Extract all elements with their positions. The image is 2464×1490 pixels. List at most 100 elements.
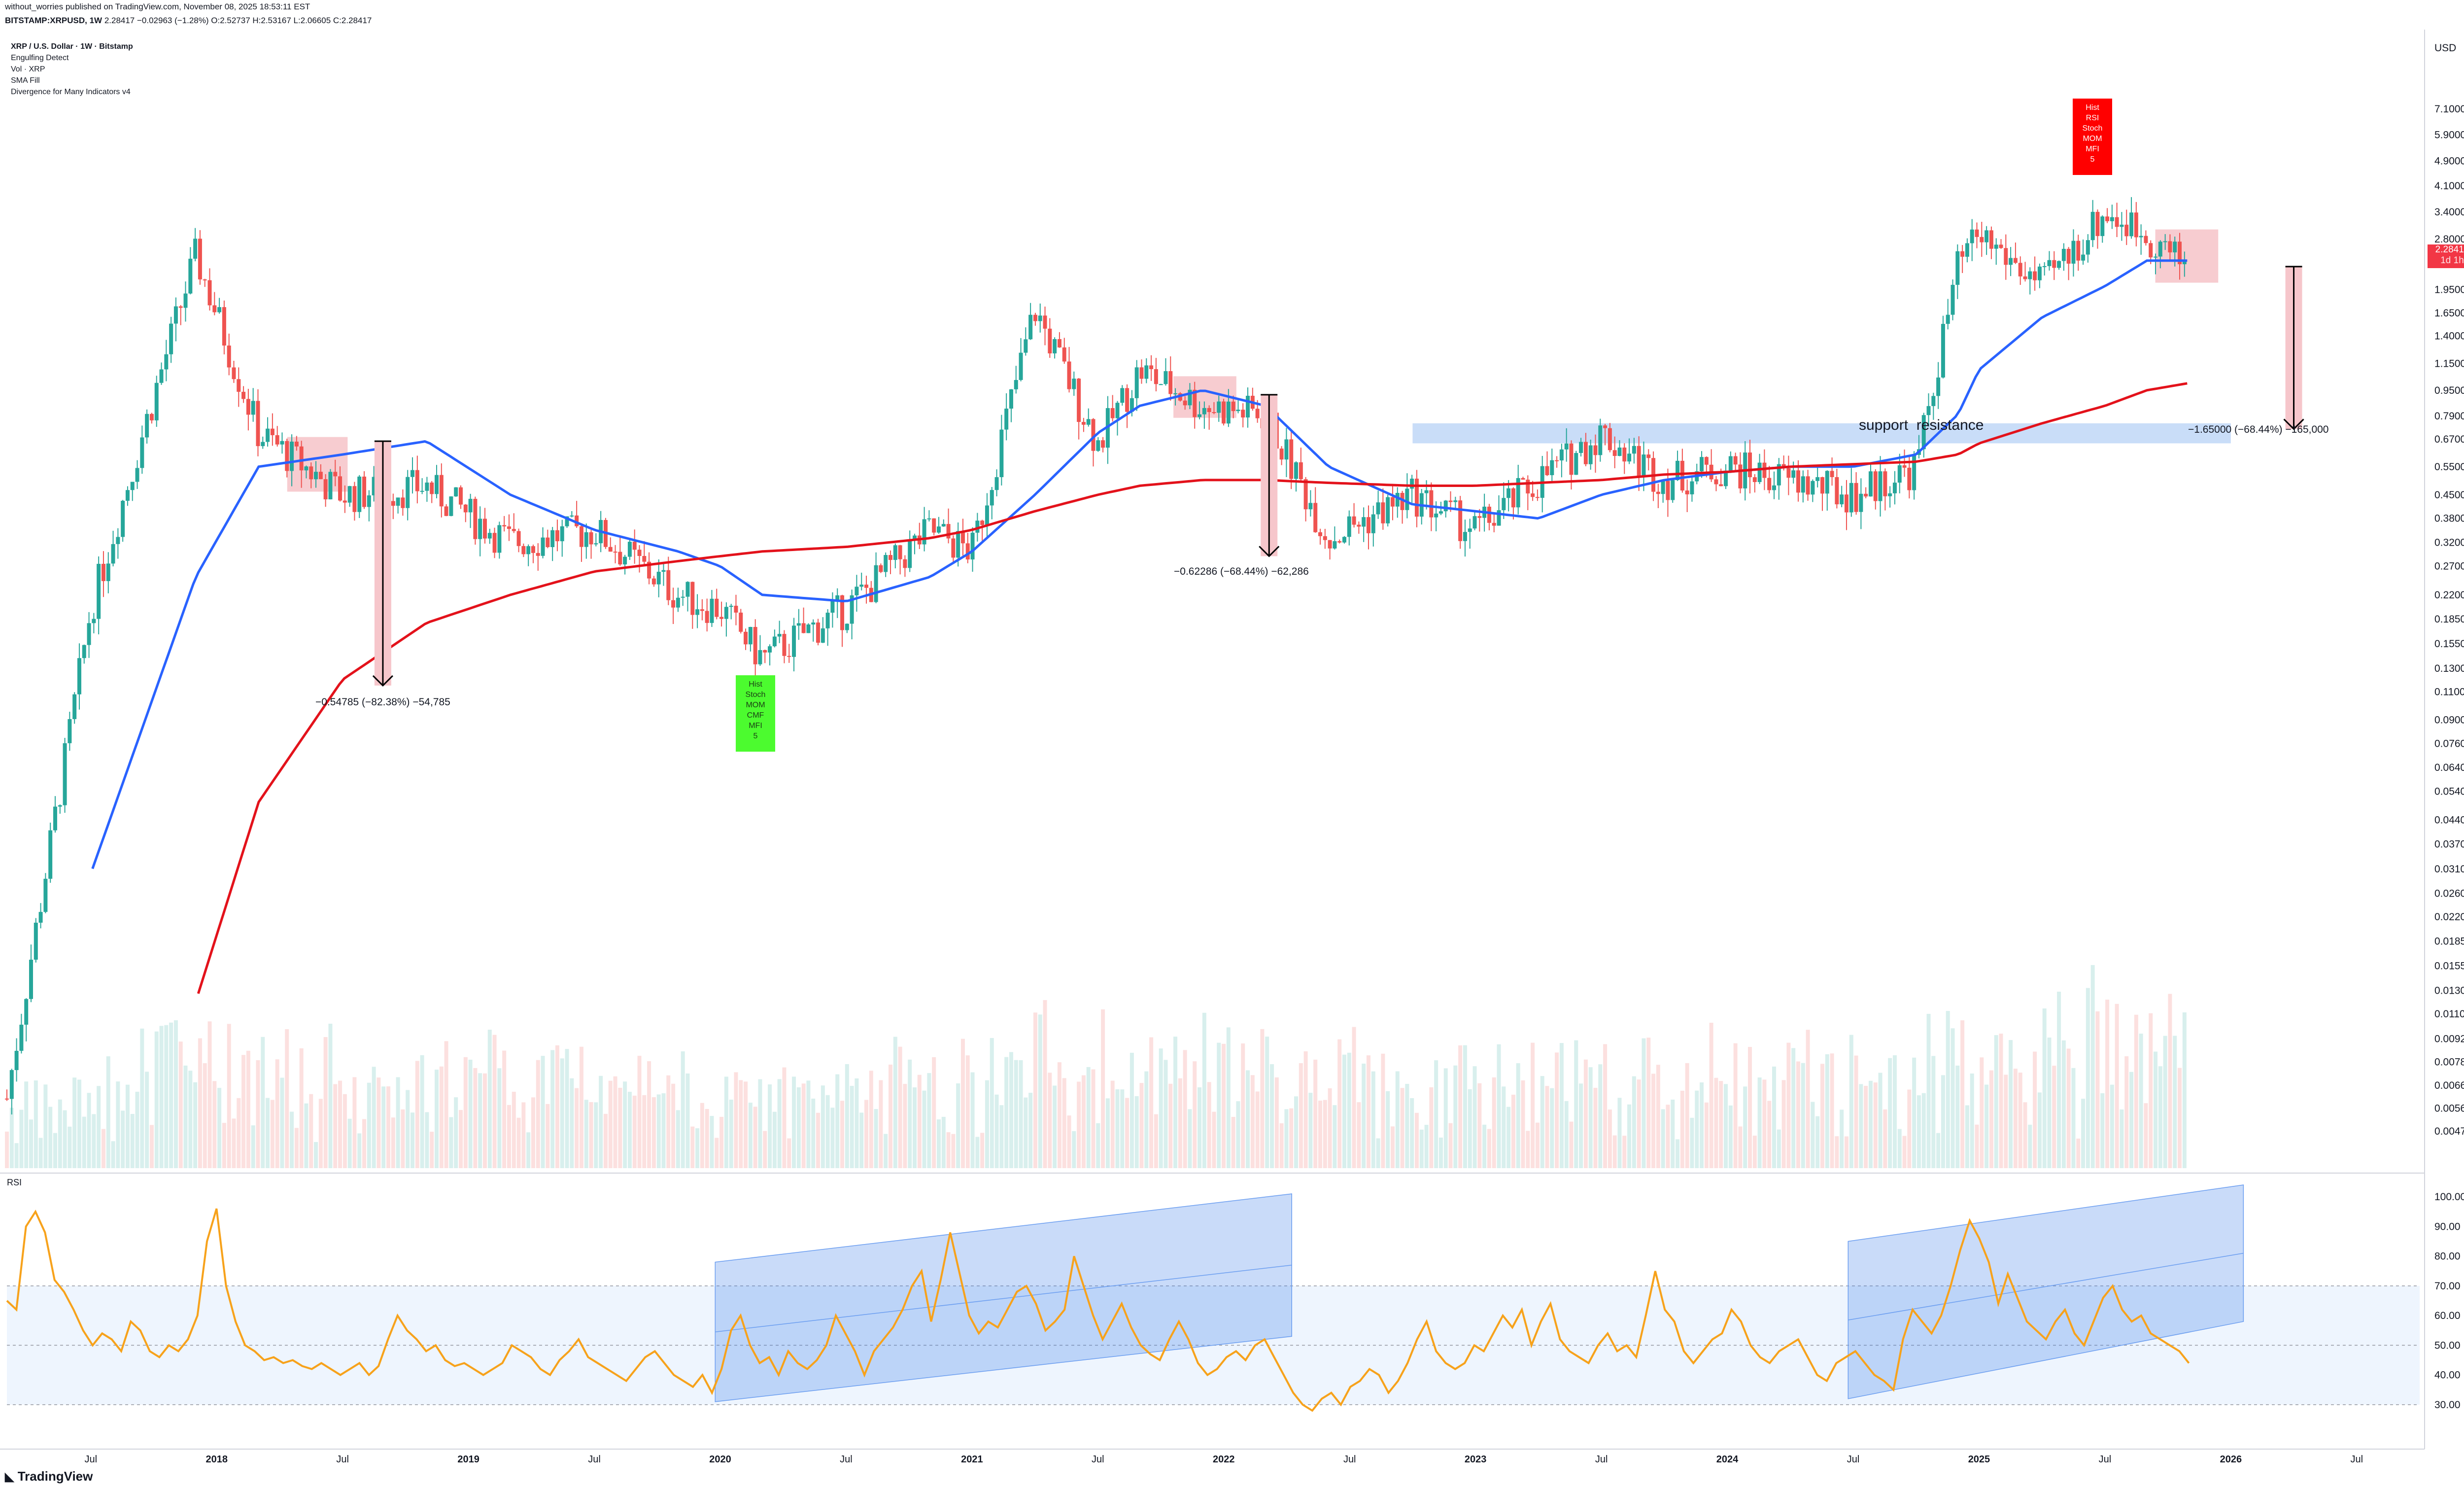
indicator-engulfing[interactable]: Engulfing Detect: [11, 54, 69, 62]
volume-bar: [5, 1131, 9, 1168]
candle-body: [1786, 468, 1791, 478]
candle-body: [550, 530, 555, 547]
volume-bar: [386, 1086, 391, 1168]
volume-bar: [1970, 1073, 1974, 1168]
candle-body: [1892, 483, 1897, 493]
volume-bar: [1294, 1096, 1299, 1168]
candle-body: [2110, 217, 2114, 221]
volume-bar: [1072, 1131, 1076, 1168]
volume-bar: [898, 1046, 902, 1168]
candle-body: [719, 617, 724, 619]
candle-body: [1511, 488, 1515, 508]
volume-bar: [1168, 1083, 1173, 1168]
candle-body: [1313, 503, 1318, 532]
candle-body: [748, 627, 753, 645]
volume-bar: [1777, 1129, 1781, 1168]
candle-body: [9, 1070, 14, 1099]
candle-body: [546, 537, 550, 547]
candle-body: [1815, 477, 1820, 481]
volume-bar: [1207, 1082, 1211, 1168]
volume-bar: [352, 1077, 357, 1168]
volume-bar: [1642, 1038, 1646, 1168]
volume-bar: [222, 1123, 226, 1168]
candle-body: [2076, 241, 2081, 261]
chart-legend-title[interactable]: XRP / U.S. Dollar · 1W · Bitstamp: [11, 42, 133, 51]
candle-body: [1207, 408, 1211, 413]
candle-body: [1120, 388, 1125, 403]
bull-div-cmf: CMF: [747, 711, 764, 720]
volume-bar: [367, 1082, 371, 1168]
volume-bar: [874, 1109, 878, 1168]
volume-bar: [82, 1116, 86, 1168]
drop-arrow-3-head: [2283, 418, 2304, 430]
candle-body: [1057, 339, 1061, 347]
volume-bar: [946, 1132, 951, 1168]
bull-div-mfi: MFI: [749, 722, 762, 730]
indicator-volume[interactable]: Vol · XRP: [11, 65, 45, 73]
indicator-sma-fill[interactable]: SMA Fill: [11, 76, 40, 85]
candle-body: [1883, 471, 1887, 496]
volume-bar: [651, 1097, 656, 1168]
candle-body: [1550, 460, 1554, 476]
candle-body: [705, 611, 709, 623]
volume-bar: [2076, 1139, 2081, 1168]
candle-body: [1352, 516, 1356, 525]
volume-bar: [1854, 1055, 1858, 1168]
volume-bar: [1198, 1087, 1202, 1168]
volume-bar: [154, 1031, 159, 1168]
volume-bar: [2013, 1069, 2018, 1168]
volume-bar: [985, 1080, 989, 1168]
volume-bar: [2081, 1099, 2086, 1168]
candle-body: [690, 582, 695, 615]
indicator-divergence[interactable]: Divergence for Many Indicators v4: [11, 88, 131, 96]
candle-body: [43, 878, 48, 912]
volume-bar: [1762, 1079, 1767, 1168]
volume-bar: [2018, 1073, 2022, 1168]
candle-body: [608, 547, 613, 552]
volume-bar: [1250, 1075, 1255, 1168]
candle-body: [1700, 457, 1704, 472]
volume-bar: [2095, 1011, 2100, 1168]
candle-body: [2066, 248, 2071, 264]
candle-body: [2090, 211, 2095, 241]
candle-body: [1632, 446, 1636, 454]
volume-bar: [439, 1066, 444, 1168]
volume-bar: [772, 1111, 777, 1168]
volume-bar: [1588, 1067, 1593, 1168]
volume-bar: [1270, 1064, 1274, 1168]
candle-body: [1955, 251, 1960, 285]
candle-body: [1569, 443, 1574, 475]
candle-body: [106, 563, 110, 581]
candle-body: [1033, 314, 1037, 321]
candle-body: [1400, 492, 1404, 510]
candle-body: [1110, 408, 1115, 418]
volume-bar: [2057, 991, 2061, 1168]
candle-body: [1516, 478, 1520, 508]
candle-body: [1936, 377, 1941, 396]
volume-bar: [512, 1092, 516, 1168]
candle-body: [1907, 467, 1912, 490]
candle-body: [1038, 315, 1042, 321]
candle-body: [1081, 422, 1086, 425]
candle-body: [1676, 460, 1680, 481]
volume-bar: [1400, 1088, 1404, 1168]
volume-bar: [627, 1092, 632, 1168]
candle-body: [34, 923, 38, 960]
rsi-channel-2020-mid: [715, 1264, 1292, 1333]
time-tick-label: 2026: [2220, 1454, 2242, 1465]
volume-bar: [1960, 1020, 1965, 1168]
time-tick-label: 2020: [709, 1454, 731, 1465]
volume-bar: [2042, 1008, 2047, 1168]
volume-bar: [1231, 1117, 1235, 1168]
candle-body: [618, 552, 622, 565]
candle-body: [111, 544, 115, 564]
volume-bar: [251, 1125, 255, 1168]
candle-body: [671, 600, 676, 608]
candle-body: [1733, 456, 1738, 465]
candle-body: [1443, 500, 1448, 512]
